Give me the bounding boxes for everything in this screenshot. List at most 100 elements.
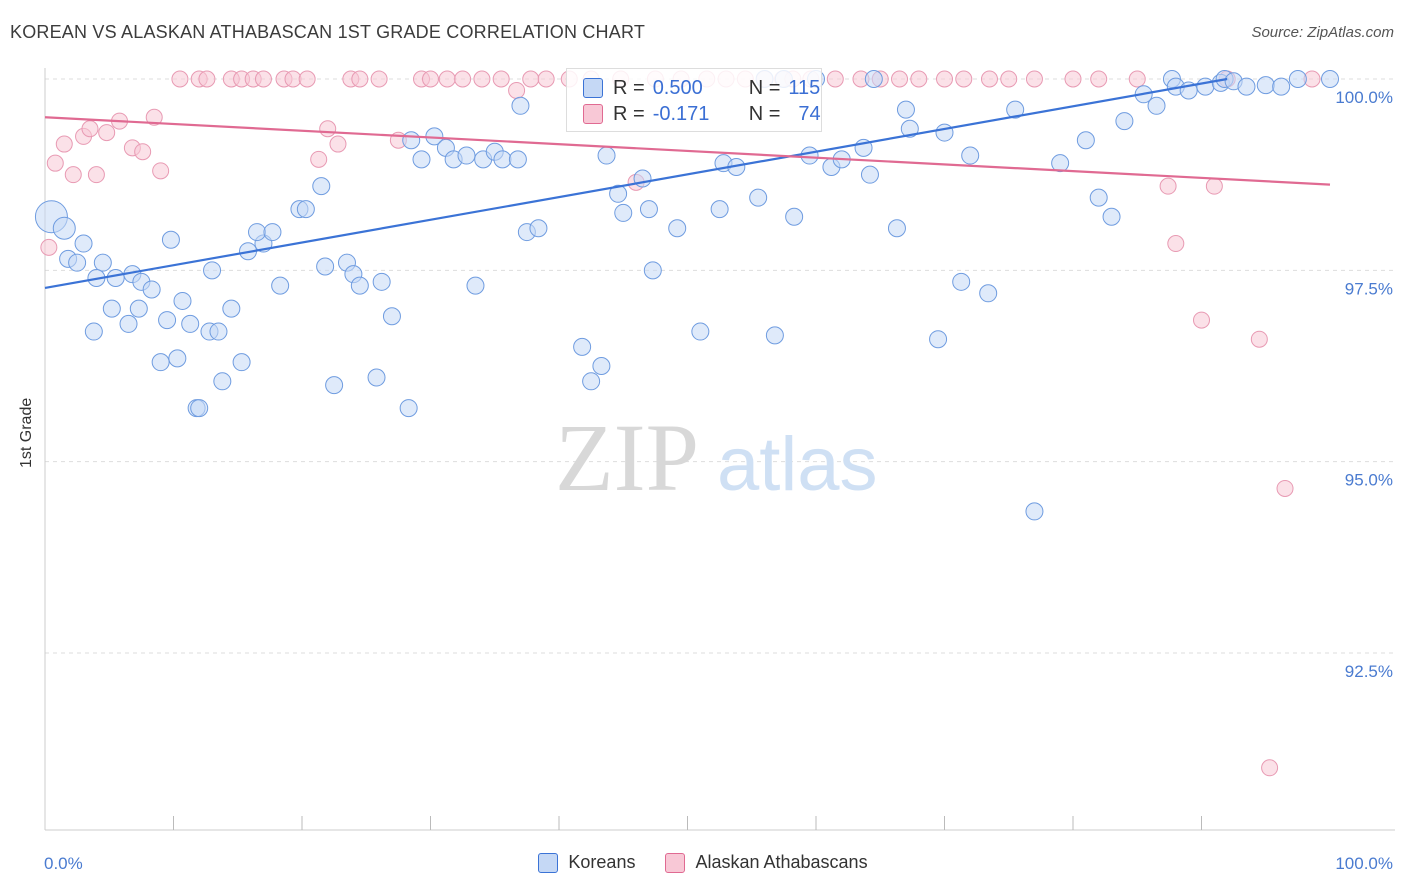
data-point-korean <box>350 276 369 295</box>
data-point-athabascan <box>1128 70 1146 88</box>
chart-title: KOREAN VS ALASKAN ATHABASCAN 1ST GRADE C… <box>10 22 646 42</box>
data-point-korean <box>609 184 628 203</box>
data-point-korean <box>1288 70 1307 88</box>
x-tick-label: 0.0% <box>44 854 83 873</box>
data-point-athabascan <box>1205 177 1223 195</box>
series-koreans <box>34 70 1339 521</box>
data-point-athabascan <box>284 70 302 88</box>
data-point-korean <box>52 216 76 240</box>
legend-item-athabascans: Alaskan Athabascans <box>665 852 868 873</box>
tick-labels: 92.5% 95.0% 97.5% 100.0% 0.0% 100.0% <box>44 88 1393 873</box>
data-point-korean <box>190 399 209 418</box>
data-point-athabascan <box>1193 311 1210 329</box>
data-point-korean <box>493 150 512 169</box>
series-legend: Koreans Alaskan Athabascans <box>0 852 1406 873</box>
data-point-korean <box>232 353 251 372</box>
legend-n-label: N = <box>748 102 781 125</box>
data-point-athabascan <box>1064 70 1082 88</box>
data-point-korean <box>582 372 601 391</box>
data-point-korean <box>691 322 710 341</box>
data-point-korean <box>929 330 948 349</box>
data-point-korean <box>1147 96 1166 115</box>
data-point-korean <box>248 223 267 242</box>
data-point-korean <box>887 219 906 238</box>
stats-legend: R = 0.500 N = 115 R = -0.171 N = 74 <box>566 68 822 132</box>
data-point-korean <box>1089 188 1108 207</box>
data-point-athabascan <box>1261 759 1279 777</box>
data-point-athabascan <box>955 70 973 88</box>
data-point-korean <box>749 188 768 207</box>
data-point-athabascan <box>351 70 369 88</box>
data-point-korean <box>1256 76 1275 95</box>
data-point-korean <box>1272 77 1291 96</box>
data-point-korean <box>372 272 391 291</box>
legend-label-koreans: Koreans <box>568 852 636 872</box>
legend-n-label: N = <box>748 76 781 99</box>
data-point-korean <box>643 261 662 280</box>
trend-line-athabascans <box>44 116 1331 186</box>
data-point-athabascan <box>298 70 316 88</box>
legend-n-value: 74 <box>798 102 821 125</box>
data-point-korean <box>1025 502 1044 521</box>
y-tick-label: 97.5% <box>1345 279 1393 298</box>
data-point-athabascan <box>492 70 510 88</box>
data-point-athabascan <box>145 108 163 126</box>
data-point-korean <box>529 219 548 238</box>
data-point-athabascan <box>40 238 58 256</box>
data-point-athabascan <box>319 120 337 138</box>
data-point-athabascan <box>473 70 491 88</box>
data-point-athabascan <box>64 166 82 184</box>
data-point-korean <box>173 291 192 310</box>
data-point-korean <box>800 146 819 165</box>
data-point-korean <box>213 372 232 391</box>
legend-swatch-blue <box>583 78 603 98</box>
data-point-athabascan <box>254 70 272 88</box>
data-point-korean <box>367 368 386 387</box>
data-point-korean <box>1076 131 1095 150</box>
legend-swatch-athabascans <box>665 852 686 873</box>
data-point-korean <box>614 203 633 222</box>
data-point-athabascan <box>910 70 928 88</box>
data-point-korean <box>181 314 200 333</box>
data-point-korean <box>860 165 879 184</box>
data-point-korean <box>312 177 331 196</box>
data-point-korean <box>263 223 282 242</box>
data-point-korean <box>961 146 980 165</box>
data-point-korean <box>399 399 418 418</box>
legend-item-koreans: Koreans <box>538 852 635 873</box>
data-point-athabascan <box>370 70 388 88</box>
data-point-korean <box>511 96 530 115</box>
legend-r-label: R = <box>613 102 645 125</box>
data-point-korean <box>316 257 335 276</box>
data-point-korean <box>935 123 954 142</box>
data-point-korean <box>222 299 241 318</box>
data-point-athabascan <box>980 70 998 88</box>
watermark-atlas: atlas <box>717 422 878 507</box>
data-point-korean <box>979 284 998 303</box>
data-point-korean <box>106 268 125 287</box>
legend-row-athabascans: R = -0.171 N = 74 <box>583 102 821 126</box>
data-point-athabascan <box>1167 235 1185 253</box>
data-point-korean <box>1321 70 1339 88</box>
y-tick-label: 95.0% <box>1345 471 1393 490</box>
data-point-korean <box>74 234 93 253</box>
source-label: Source: ZipAtlas.com <box>1251 24 1394 41</box>
data-point-athabascan <box>508 81 526 99</box>
data-point-korean <box>129 299 148 318</box>
data-point-athabascan <box>891 70 909 88</box>
y-axis-title: 1st Grade <box>18 397 35 468</box>
data-point-korean <box>864 70 883 88</box>
data-point-korean <box>1115 112 1134 131</box>
data-point-athabascan <box>826 70 844 88</box>
legend-r-value: 0.500 <box>652 76 703 99</box>
data-point-korean <box>325 376 344 395</box>
data-point-korean <box>1102 207 1121 226</box>
data-point-athabascan <box>936 70 953 88</box>
x-tick-label: 100.0% <box>1335 854 1393 873</box>
data-point-korean <box>209 322 228 341</box>
data-point-korean <box>668 219 687 238</box>
data-point-athabascan <box>1276 479 1294 497</box>
data-point-korean <box>896 100 915 119</box>
data-point-korean <box>158 311 177 330</box>
data-point-korean <box>68 253 87 272</box>
